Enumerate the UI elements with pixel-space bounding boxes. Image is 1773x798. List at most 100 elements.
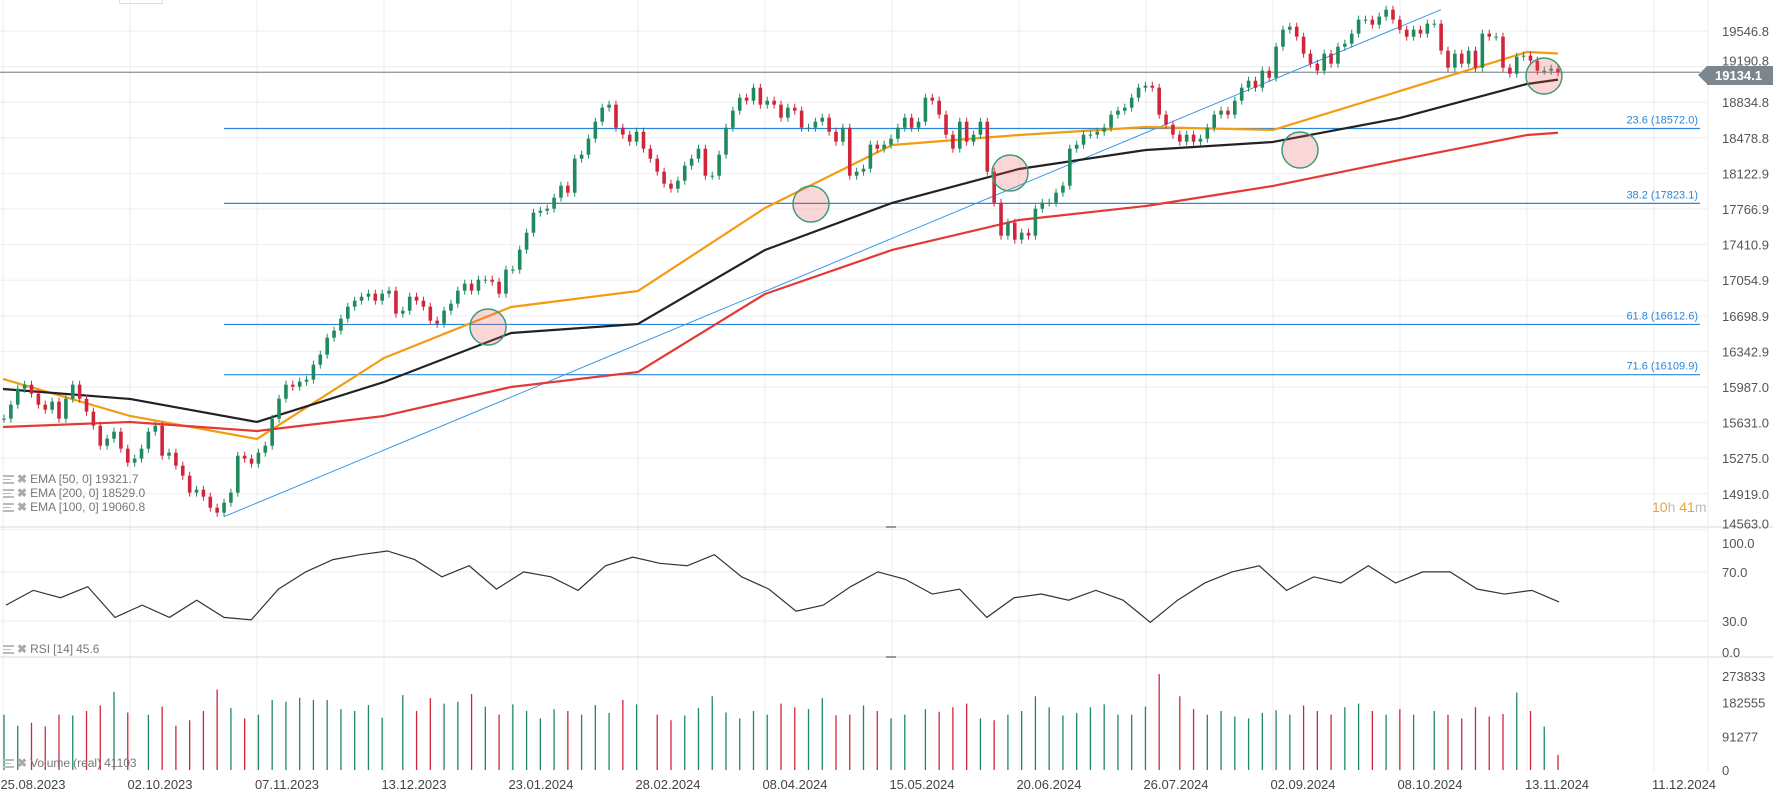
candle-body xyxy=(731,110,735,128)
candle-body xyxy=(875,144,880,149)
candle-body xyxy=(669,183,673,189)
candle-body xyxy=(1191,134,1196,142)
date-axis-label: 08.10.2024 xyxy=(1397,777,1462,792)
panel-resize-handle[interactable] xyxy=(886,526,896,528)
candle-body xyxy=(641,131,646,149)
candle-body xyxy=(387,290,391,294)
settings-icon[interactable] xyxy=(3,488,14,498)
candle-body xyxy=(1246,80,1251,88)
ema-line xyxy=(2,78,1559,424)
close-icon[interactable]: ✖ xyxy=(17,472,28,486)
date-axis-label: 02.09.2024 xyxy=(1270,777,1335,792)
candle-body xyxy=(648,148,653,159)
candle-body xyxy=(1047,202,1051,204)
candle-body xyxy=(1239,87,1244,101)
candle-body xyxy=(442,310,446,324)
candle-body xyxy=(634,131,639,142)
legend-ema-200[interactable]: ✖ EMA [200, 0] 18529.0 xyxy=(3,486,145,500)
candle-body xyxy=(1473,50,1478,68)
rsi-panel xyxy=(0,550,1708,624)
settings-icon[interactable] xyxy=(3,758,14,768)
candle-body xyxy=(242,455,247,459)
panel-resize-handle[interactable] xyxy=(886,656,896,658)
candle-body xyxy=(1109,114,1113,128)
legend-label: EMA [100, 0] xyxy=(30,500,99,514)
legend-ema-50[interactable]: ✖ EMA [50, 0] 19321.7 xyxy=(3,472,139,486)
candle-body xyxy=(827,117,831,132)
candle-body xyxy=(902,117,907,128)
candle-body xyxy=(999,202,1003,236)
candle-body xyxy=(146,431,151,449)
candle-body xyxy=(737,97,742,111)
highlight-circle xyxy=(1281,131,1319,169)
candle-body xyxy=(284,384,288,399)
candle-body xyxy=(490,279,495,282)
legend-value: 18529.0 xyxy=(101,486,146,500)
candle-body xyxy=(1219,110,1223,115)
candle-body xyxy=(545,208,550,211)
candle-body xyxy=(1432,23,1437,25)
candle-body xyxy=(751,87,756,101)
candle-body xyxy=(380,293,384,301)
candle-body xyxy=(9,404,13,419)
legend-value: 41103 xyxy=(104,756,137,770)
candle-body xyxy=(662,171,666,184)
candle-body xyxy=(2,418,6,420)
rsi-line xyxy=(5,550,1560,624)
fib-level-label: 23.6 (18572.0) xyxy=(1626,114,1698,126)
candle-body xyxy=(696,148,701,159)
candle-body xyxy=(1453,53,1457,68)
close-icon[interactable]: ✖ xyxy=(17,500,28,514)
candle-body xyxy=(758,87,763,105)
candle-body xyxy=(1514,56,1519,74)
candle-body xyxy=(1226,110,1230,115)
candle-body xyxy=(779,104,783,118)
legend-volume[interactable]: ✖ Volume (real) 41103 xyxy=(3,756,137,770)
close-icon[interactable]: ✖ xyxy=(17,756,28,770)
legend-label: EMA [50, 0] xyxy=(30,472,93,486)
settings-icon[interactable] xyxy=(3,502,14,512)
candle-body xyxy=(1439,23,1443,51)
settings-icon[interactable] xyxy=(3,474,14,484)
candle-body xyxy=(841,127,845,142)
candle-body xyxy=(201,489,206,497)
candle-body xyxy=(1466,50,1471,64)
candle-body xyxy=(1487,33,1492,37)
candle-body xyxy=(1301,36,1306,54)
candle-body xyxy=(29,384,34,394)
candle-body xyxy=(352,300,357,307)
close-icon[interactable]: ✖ xyxy=(17,486,28,500)
toolbar-tab[interactable] xyxy=(119,0,163,4)
legend-rsi[interactable]: ✖ RSI [14] 45.6 xyxy=(3,642,99,656)
trendline xyxy=(223,9,1442,518)
legend-ema-100[interactable]: ✖ EMA [100, 0] 19060.8 xyxy=(3,500,145,514)
candle-body xyxy=(50,401,54,410)
highlight-circles xyxy=(469,57,1563,346)
candle-body xyxy=(1377,16,1382,25)
candle-body xyxy=(1233,100,1237,115)
candle-body xyxy=(1521,55,1526,57)
candle-body xyxy=(1556,68,1560,73)
candle-body xyxy=(1061,185,1065,193)
candle-body xyxy=(1336,46,1340,64)
candle-body xyxy=(462,283,467,291)
candle-body xyxy=(84,398,89,412)
candle-body xyxy=(786,107,790,118)
candle-body xyxy=(194,489,199,493)
candle-body xyxy=(1535,60,1540,71)
candle-body xyxy=(806,127,811,129)
close-icon[interactable]: ✖ xyxy=(17,642,28,656)
candle-body xyxy=(1411,29,1416,37)
date-axis-label: 07.11.2023 xyxy=(255,777,319,792)
fib-level-label: 61.8 (16612.6) xyxy=(1626,310,1698,322)
volume-axis-label: 182555 xyxy=(1722,696,1765,711)
candle-body xyxy=(909,117,914,128)
highlight-circle xyxy=(991,154,1029,192)
legend-label: Volume xyxy=(30,756,71,770)
legend-period: [14] xyxy=(53,642,74,656)
settings-icon[interactable] xyxy=(3,644,14,654)
price-axis-label: 19190.8 xyxy=(1722,54,1769,69)
candle-body xyxy=(1322,53,1327,71)
candle-body xyxy=(1446,50,1450,68)
